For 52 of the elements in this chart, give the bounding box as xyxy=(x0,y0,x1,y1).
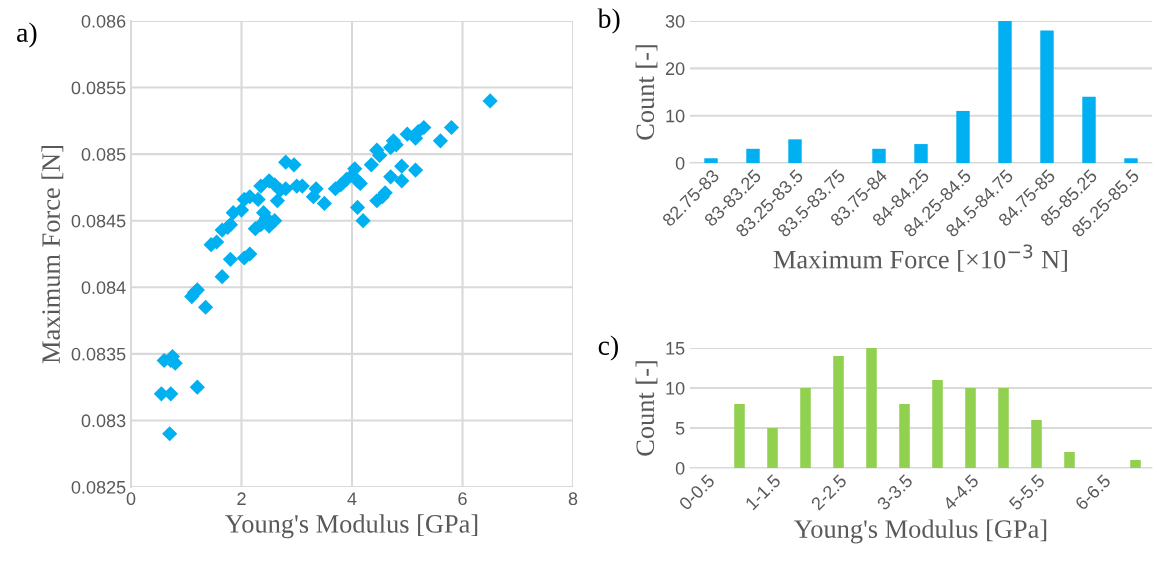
bar xyxy=(1124,158,1138,163)
y-tick-label: 20 xyxy=(665,62,685,76)
y-tick-label: 0.0845 xyxy=(71,214,126,228)
bar xyxy=(1031,420,1042,468)
x-tick-label: 0 xyxy=(126,492,136,506)
y-tick-label: 15 xyxy=(666,342,685,355)
bar xyxy=(1064,452,1075,468)
y-tick-label: 0.084 xyxy=(81,281,126,295)
bar xyxy=(704,158,718,163)
bar xyxy=(998,21,1012,163)
x-tick-label: 2 xyxy=(237,492,246,505)
bar xyxy=(956,110,970,163)
bar xyxy=(998,388,1009,468)
x-axis-title: Young's Modulus [GPa] xyxy=(225,514,478,539)
text: a) xyxy=(17,22,37,48)
bar xyxy=(866,348,877,468)
y-axis-title: Maximum Force [N] xyxy=(41,146,64,364)
bar xyxy=(767,428,778,468)
y-axis-title: Count [-] xyxy=(635,45,658,140)
y-tick-label: 0.0835 xyxy=(71,347,126,361)
y-tick-label: 0.0825 xyxy=(71,480,126,494)
bar xyxy=(914,144,928,163)
x-tick-label: 4 xyxy=(347,492,357,505)
y-tick-label: 10 xyxy=(666,109,685,123)
y-tick-label: 0.0855 xyxy=(71,81,126,95)
bar xyxy=(1040,30,1054,163)
x-axis-title: Young's Modulus [GPa] xyxy=(794,519,1047,544)
bar xyxy=(965,388,976,468)
x-axis-title: Maximum Force [×10$^{−3}$ N] xyxy=(773,244,1067,272)
bar xyxy=(899,404,910,468)
text: c) xyxy=(598,335,618,361)
bar xyxy=(734,404,745,468)
y-tick-label: 0.083 xyxy=(81,414,126,428)
bar xyxy=(1082,96,1096,163)
bar xyxy=(788,139,802,163)
bar xyxy=(872,148,886,163)
y-axis-title: Count [-] xyxy=(635,361,658,456)
x-tick-label: 8 xyxy=(568,492,578,506)
y-tick-label: 5 xyxy=(675,422,685,435)
bar xyxy=(932,380,943,468)
y-tick-label: 0.085 xyxy=(81,148,126,161)
y-tick-label: 0 xyxy=(675,156,685,170)
bar xyxy=(746,148,760,163)
bar xyxy=(833,356,844,468)
y-tick-label: 0 xyxy=(675,461,685,475)
y-tick-label: 30 xyxy=(665,14,685,28)
y-tick-label: 10 xyxy=(666,381,685,395)
x-tick-label: 6 xyxy=(458,492,467,506)
bar xyxy=(1130,460,1141,468)
text: b) xyxy=(597,8,620,34)
bar xyxy=(800,388,811,468)
y-tick-label: 0.086 xyxy=(81,14,126,28)
